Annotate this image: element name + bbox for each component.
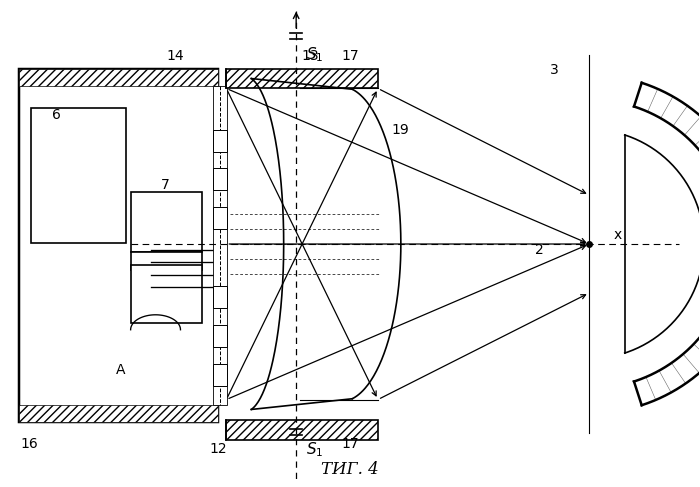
Text: 16: 16 — [20, 437, 38, 451]
Bar — [214, 87, 228, 405]
Bar — [214, 325, 228, 347]
Bar — [131, 252, 202, 270]
Bar — [226, 420, 378, 440]
Text: 7: 7 — [161, 178, 170, 192]
Bar — [214, 168, 228, 190]
Bar — [214, 207, 228, 229]
Bar — [19, 69, 218, 423]
Bar — [214, 131, 228, 152]
Bar — [19, 69, 218, 87]
Text: 14: 14 — [167, 49, 184, 62]
Text: $S_1$: $S_1$ — [306, 441, 323, 459]
Text: 17: 17 — [341, 437, 359, 451]
Text: 3: 3 — [550, 63, 559, 77]
Bar — [19, 405, 218, 423]
Bar — [31, 109, 125, 243]
Text: 2: 2 — [535, 243, 544, 257]
Text: 17: 17 — [341, 49, 359, 62]
Bar — [214, 286, 228, 308]
Bar — [214, 364, 228, 386]
Text: 13: 13 — [301, 49, 319, 62]
Bar — [131, 265, 202, 323]
Text: A: A — [116, 363, 125, 376]
Bar — [226, 69, 378, 89]
Text: 12: 12 — [209, 442, 228, 456]
Text: 19: 19 — [391, 123, 409, 137]
Text: x: x — [613, 228, 622, 242]
Bar — [131, 192, 202, 252]
Text: $S_1$: $S_1$ — [306, 46, 323, 64]
Text: 6: 6 — [52, 109, 62, 122]
Text: ΤИГ. 4: ΤИГ. 4 — [321, 461, 379, 478]
